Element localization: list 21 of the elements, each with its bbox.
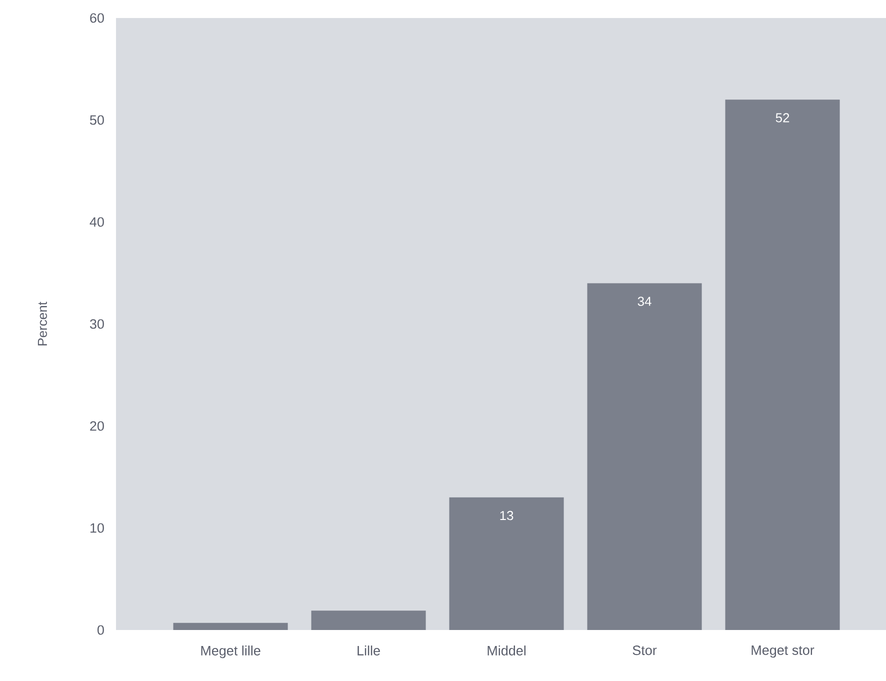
y-tick-label: 20: [90, 421, 104, 431]
x-tick-label: Lille: [358, 646, 380, 656]
y-tick-label: 50: [90, 115, 104, 125]
y-axis-title: Percent: [38, 302, 48, 346]
bar: [173, 622, 288, 630]
bar: [449, 497, 564, 630]
x-tick-label: Middel: [488, 646, 526, 656]
data-label: 13: [500, 510, 514, 520]
bar: [587, 283, 702, 630]
x-tick-label: Meget lille: [201, 646, 260, 658]
data-label: 52: [776, 113, 790, 122]
x-tick-label: Stor: [632, 646, 657, 656]
y-tick-label: 10: [90, 523, 104, 533]
bar: [725, 100, 840, 630]
data-label: 34: [638, 296, 652, 306]
y-tick-label: 40: [90, 217, 104, 227]
x-tick-label: Meget stor: [752, 646, 814, 658]
y-tick-label: 60: [90, 13, 104, 23]
bar: [311, 610, 426, 630]
y-tick-label: 0: [97, 625, 104, 635]
y-tick-label: 30: [90, 319, 104, 329]
